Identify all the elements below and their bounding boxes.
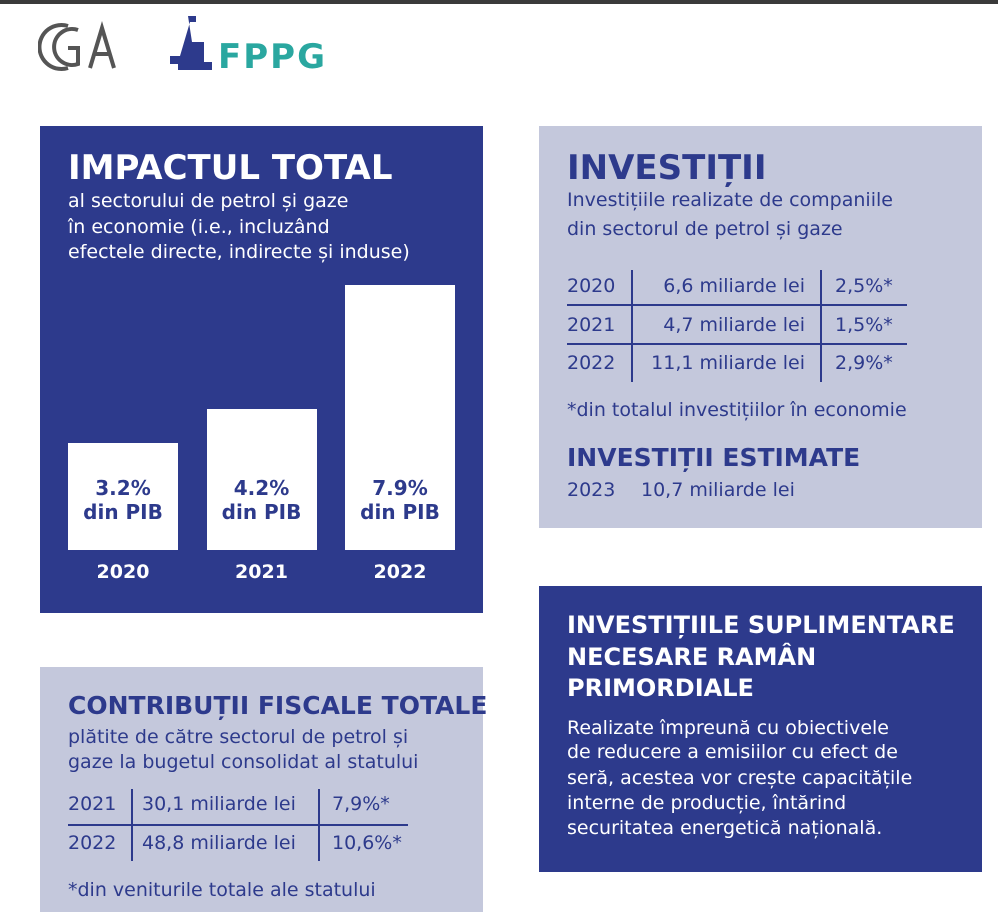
bar-unit-label: din PIB — [83, 500, 163, 524]
footnote: *din totalul investițiilor în economie — [567, 399, 907, 421]
cell: 2,9%* — [835, 352, 893, 374]
cell: 1,5%* — [835, 314, 893, 336]
body-text: securitatea energetică națională. — [567, 817, 883, 839]
contributii-panel: CONTRIBUȚII FISCALE TOTALE plătite de că… — [40, 667, 487, 912]
investitii-panel: INVESTIȚII Investițiile realizate de com… — [539, 126, 982, 528]
title: CONTRIBUȚII FISCALE TOTALE — [68, 691, 488, 720]
bar — [206, 409, 317, 550]
estimate-year: 2023 — [567, 479, 616, 501]
cell: 2022 — [68, 832, 117, 854]
cell: 30,1 miliarde lei — [142, 793, 296, 815]
cell: 2,5%* — [835, 275, 893, 297]
fppg-icon — [170, 16, 212, 70]
subtitle: al sectorului de petrol și gaze — [68, 190, 349, 212]
cell: 2020 — [567, 275, 616, 297]
subtitle: în economie (i.e., incluzând — [68, 216, 330, 238]
separator — [631, 270, 633, 382]
title: PRIMORDIALE — [567, 674, 754, 702]
separator — [820, 270, 822, 382]
estimate-value: 10,7 miliarde lei — [641, 479, 795, 501]
x-tick-label: 2020 — [96, 561, 150, 583]
x-tick-label: 2022 — [373, 561, 427, 583]
impact-panel: IMPACTUL TOTAL al sectorului de petrol ș… — [40, 126, 483, 613]
title: INVESTIȚIILE SUPLIMENTARE — [567, 611, 955, 639]
cell: 7,9%* — [332, 793, 390, 815]
bar-value-label: 7.9% — [372, 476, 428, 500]
x-tick-label: 2021 — [235, 561, 288, 583]
title: INVESTIȚII — [567, 148, 767, 188]
title: IMPACTUL TOTAL — [68, 148, 393, 188]
separator — [68, 824, 408, 826]
body-text: interne de producție, întărind — [567, 792, 847, 814]
bar — [68, 442, 178, 550]
cga-logo — [38, 21, 116, 71]
body-text: seră, acestea vor crește capacitățile — [567, 767, 913, 789]
body-text: de reducere a emisiilor cu efect de — [567, 741, 898, 763]
body-text: Realizate împreună cu obiectivele — [567, 717, 889, 739]
cell: 4,7 miliarde lei — [663, 314, 805, 336]
fppg-logo-text: FPPG — [218, 37, 327, 77]
subtitle: Investițiile realizate de companiile — [567, 189, 893, 211]
bar — [345, 285, 455, 550]
estimate-title: INVESTIȚII ESTIMATE — [567, 443, 861, 472]
cell: 6,6 miliarde lei — [663, 275, 805, 297]
subtitle: gaze la bugetul consolidat al statului — [68, 751, 419, 773]
subtitle: din sectorul de petrol și gaze — [567, 218, 843, 240]
bar-unit-label: din PIB — [360, 500, 440, 524]
cell: 48,8 miliarde lei — [142, 832, 296, 854]
cell: 10,6%* — [332, 832, 402, 854]
bar-unit-label: din PIB — [221, 500, 302, 524]
suplimentare-panel: INVESTIȚIILE SUPLIMENTARE NECESARE RAMÂN… — [539, 586, 982, 872]
cell: 11,1 miliarde lei — [651, 352, 805, 374]
cell: 2022 — [567, 352, 616, 374]
bar-value-label: 3.2% — [95, 476, 151, 500]
subtitle: efectele directe, indirecte și induse) — [68, 241, 410, 263]
separator — [567, 343, 907, 345]
separator — [567, 304, 907, 306]
cell: 2021 — [68, 793, 117, 815]
top-bar — [0, 0, 998, 4]
bar-value-label: 4.2% — [233, 476, 290, 500]
title: NECESARE RAMÂN — [567, 643, 817, 671]
subtitle: plătite de către sectorul de petrol și — [68, 726, 409, 748]
cell: 2021 — [567, 314, 616, 336]
footnote: *din veniturile totale ale statului — [68, 879, 376, 901]
